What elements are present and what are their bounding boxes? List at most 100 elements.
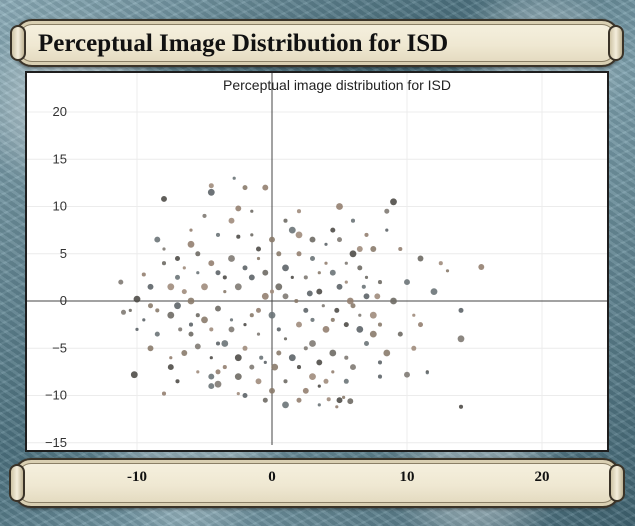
data-point — [336, 203, 343, 210]
data-point — [330, 227, 336, 233]
data-point — [335, 405, 339, 409]
chart-title: Perceptual image distribution for ISD — [223, 77, 451, 93]
data-point — [369, 330, 377, 338]
data-point — [330, 317, 335, 322]
data-point — [208, 373, 215, 380]
data-point — [187, 297, 195, 305]
data-point — [208, 260, 215, 267]
data-point — [188, 322, 194, 327]
data-point — [269, 387, 275, 394]
data-point — [223, 290, 227, 294]
y-tick-label: −5 — [52, 340, 67, 355]
data-point — [232, 176, 236, 180]
data-point — [178, 327, 183, 332]
data-point — [194, 343, 201, 350]
data-point — [309, 373, 316, 380]
data-point — [310, 317, 315, 322]
data-point — [263, 360, 267, 364]
data-point — [161, 391, 167, 396]
point-layer — [118, 176, 485, 409]
data-point — [303, 307, 309, 313]
y-tick-label: 20 — [53, 104, 67, 119]
data-point — [276, 327, 281, 332]
data-point — [343, 322, 349, 328]
data-point — [215, 232, 221, 237]
data-point — [377, 280, 383, 285]
data-point — [412, 313, 416, 317]
data-point — [133, 295, 141, 303]
data-point — [234, 283, 242, 291]
data-point — [187, 240, 195, 248]
data-point — [121, 309, 126, 315]
data-point — [309, 340, 316, 347]
data-point — [344, 261, 348, 265]
data-point — [310, 256, 315, 261]
data-point — [268, 311, 276, 319]
data-point — [169, 356, 173, 360]
data-point — [118, 279, 124, 285]
data-point — [182, 266, 186, 270]
data-point — [390, 297, 397, 305]
data-point — [262, 269, 269, 276]
data-point — [162, 247, 166, 251]
data-point — [404, 371, 410, 378]
data-point — [296, 321, 302, 328]
page-title: Perceptual Image Distribution for ISD — [38, 30, 449, 57]
data-point — [167, 364, 174, 371]
data-point — [249, 364, 255, 370]
data-point — [384, 208, 390, 214]
data-point — [215, 341, 221, 346]
data-point — [296, 365, 302, 370]
data-point — [141, 272, 146, 277]
data-point — [317, 271, 321, 275]
data-point — [374, 293, 381, 300]
data-point — [208, 183, 214, 189]
data-point — [155, 308, 160, 313]
y-tick-label: 0 — [60, 293, 67, 308]
data-point — [317, 384, 321, 388]
data-point — [324, 242, 328, 246]
data-point — [458, 307, 464, 313]
data-point — [295, 231, 303, 239]
y-tick-label: −10 — [45, 388, 67, 403]
data-point — [243, 323, 247, 327]
data-point — [458, 404, 464, 409]
data-point — [228, 217, 235, 224]
data-point — [195, 313, 200, 318]
grid-layer — [27, 73, 607, 450]
data-point — [242, 393, 248, 398]
data-point — [222, 275, 227, 280]
x-tick-label: -10 — [127, 469, 147, 485]
data-point — [321, 304, 325, 308]
data-point — [350, 218, 356, 223]
data-point — [329, 269, 336, 276]
data-point — [196, 271, 200, 275]
data-point — [228, 255, 235, 262]
data-point — [142, 318, 146, 322]
data-point — [175, 379, 180, 384]
data-point — [336, 397, 343, 404]
data-point — [269, 236, 275, 243]
data-point — [331, 370, 335, 374]
data-point — [430, 288, 438, 295]
data-point — [209, 356, 213, 360]
data-point — [276, 251, 282, 257]
data-point — [296, 251, 302, 257]
data-point — [418, 322, 423, 328]
data-point — [262, 397, 268, 403]
data-point — [334, 307, 340, 313]
data-point — [201, 316, 208, 324]
data-point — [235, 205, 242, 212]
data-point — [228, 326, 235, 333]
data-point — [336, 283, 343, 290]
data-point — [236, 392, 240, 396]
data-point — [209, 327, 214, 332]
data-point — [383, 349, 391, 357]
data-point — [417, 255, 424, 262]
data-point — [195, 251, 201, 257]
data-point — [161, 195, 167, 202]
data-point — [385, 228, 389, 232]
data-point — [317, 403, 321, 407]
data-point — [294, 298, 299, 304]
data-point — [377, 322, 383, 327]
